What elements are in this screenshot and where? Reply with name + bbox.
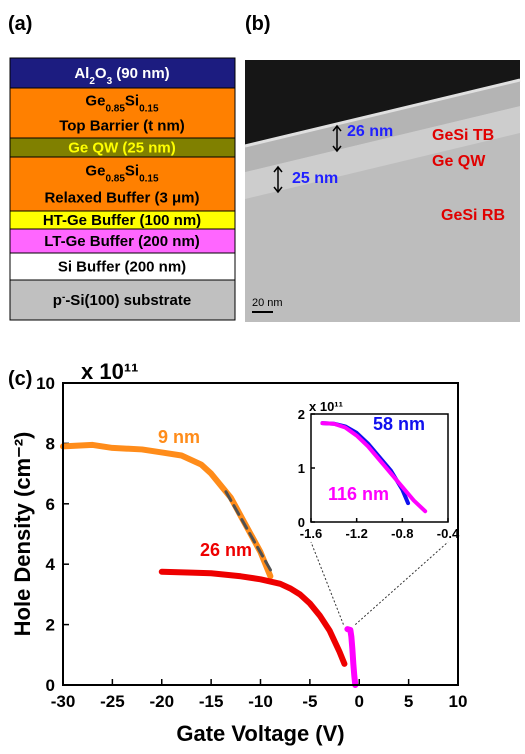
series-label: 116 nm bbox=[328, 484, 389, 504]
series-label: 9 nm bbox=[158, 427, 200, 447]
y-tick-label: 6 bbox=[46, 495, 55, 514]
scale-bar-label: 20 nm bbox=[252, 297, 283, 309]
data-line bbox=[347, 629, 355, 685]
y-tick-label: 4 bbox=[46, 555, 56, 574]
label-part: Si bbox=[125, 93, 139, 110]
x-axis-title: Gate Voltage (V) bbox=[176, 721, 344, 746]
y-tick-label: 2 bbox=[46, 616, 55, 635]
data-line bbox=[162, 572, 345, 664]
series-label: 26 nm bbox=[200, 540, 252, 560]
layer-label: p--Si(100) substrate bbox=[53, 292, 191, 310]
y-tick-label: 2 bbox=[298, 407, 305, 422]
figure: (a) (b) (c) Al2O3 (90 nm)Ge0.85Si0.15Top… bbox=[0, 0, 525, 749]
tem-label: 25 nm bbox=[292, 170, 338, 187]
label-part: 0.85 bbox=[105, 103, 125, 114]
label-part: (90 nm) bbox=[112, 65, 170, 82]
panel-label: (b) bbox=[245, 13, 271, 35]
layer-label: Ge QW (25 nm) bbox=[68, 140, 176, 157]
layer-label: Relaxed Buffer (3 μm) bbox=[44, 190, 199, 207]
x-tick-label: -0.8 bbox=[391, 526, 413, 541]
label-part: Ge QW (25 nm) bbox=[68, 140, 176, 157]
label-part: 0.15 bbox=[139, 103, 159, 114]
y-tick-label: 0 bbox=[298, 515, 305, 530]
label-part: Si bbox=[125, 163, 139, 180]
label-part: Top Barrier (t nm) bbox=[59, 118, 185, 135]
x-tick-label: 0 bbox=[355, 692, 364, 711]
y-tick-label: 8 bbox=[46, 434, 55, 453]
label-part: HT-Ge Buffer (100 nm) bbox=[43, 212, 201, 229]
x-tick-label: -10 bbox=[248, 692, 273, 711]
tem-label: 26 nm bbox=[347, 123, 393, 140]
tem-image: 20 nm GeSi TB Ge QW GeSi RB 26 nm 25 nm bbox=[245, 60, 520, 322]
x-tick-label: -0.4 bbox=[437, 526, 460, 541]
panel-label: (c) bbox=[8, 368, 32, 390]
label-part: LT-Ge Buffer (200 nm) bbox=[44, 233, 200, 250]
label-part: Si Buffer (200 nm) bbox=[58, 259, 186, 276]
x-tick-label: -1.2 bbox=[345, 526, 367, 541]
x-tick-label: -15 bbox=[199, 692, 224, 711]
series-label: 58 nm bbox=[373, 414, 425, 434]
label-part: Al bbox=[74, 65, 89, 82]
y-axis-title: Hole Density (cm⁻²) bbox=[10, 432, 35, 637]
label-part: Relaxed Buffer (3 μm) bbox=[44, 190, 199, 207]
panel-label: (a) bbox=[8, 13, 32, 35]
x-tick-label: 10 bbox=[449, 692, 468, 711]
zoom-guide bbox=[355, 542, 448, 625]
label-part: Ge bbox=[85, 93, 105, 110]
x-tick-label: -20 bbox=[149, 692, 174, 711]
label-part: 0.85 bbox=[105, 173, 125, 184]
y-multiplier: x 10¹¹ bbox=[309, 399, 343, 414]
y-multiplier: x 10¹¹ bbox=[81, 359, 138, 384]
layer-label: Top Barrier (t nm) bbox=[59, 118, 185, 135]
tem-label: Ge QW bbox=[432, 153, 486, 170]
layer-label: Si Buffer (200 nm) bbox=[58, 259, 186, 276]
layer-label: HT-Ge Buffer (100 nm) bbox=[43, 212, 201, 229]
tem-label: GeSi RB bbox=[441, 207, 505, 224]
layer-label: LT-Ge Buffer (200 nm) bbox=[44, 233, 200, 250]
label-part: O bbox=[95, 65, 107, 82]
x-tick-label: -25 bbox=[100, 692, 125, 711]
label-part: -Si(100) substrate bbox=[65, 292, 191, 309]
x-tick-label: 5 bbox=[404, 692, 413, 711]
y-tick-label: 10 bbox=[36, 374, 55, 393]
x-tick-label: -5 bbox=[302, 692, 317, 711]
label-part: Ge bbox=[85, 163, 105, 180]
y-tick-label: 0 bbox=[46, 676, 55, 695]
y-tick-label: 1 bbox=[298, 461, 305, 476]
tem-label: GeSi TB bbox=[432, 127, 494, 144]
label-part: p bbox=[53, 292, 62, 309]
label-part: 0.15 bbox=[139, 173, 159, 184]
